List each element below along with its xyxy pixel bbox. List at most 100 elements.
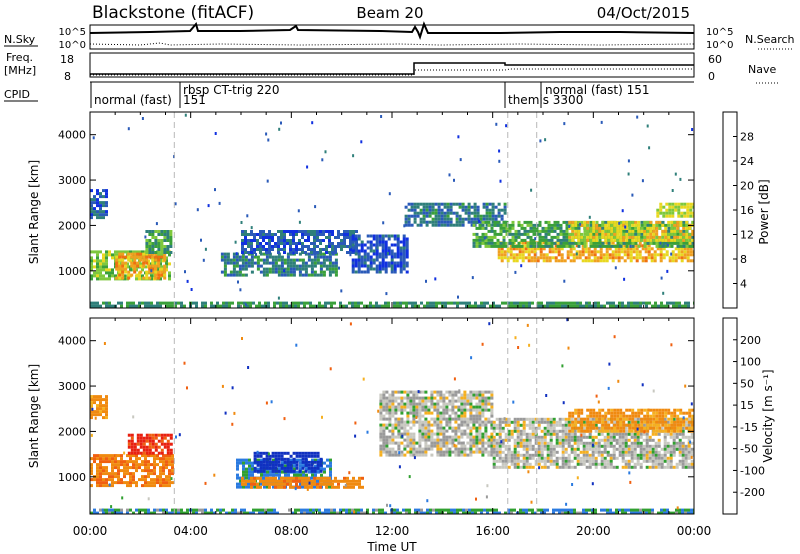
velocity-cell-1 (145, 445, 149, 449)
velocity-cell-6 (436, 402, 440, 406)
velocity-cell-4 (274, 463, 278, 467)
power-cell-10 (622, 232, 626, 236)
power-cell-6 (363, 264, 367, 268)
power-cell-4 (301, 264, 305, 268)
velocity-cell-6 (421, 405, 425, 409)
velocity-cell-7 (561, 417, 565, 421)
power-cell-4 (322, 252, 326, 256)
power-cell-10 (658, 235, 662, 239)
velocity-cell-4 (310, 463, 314, 467)
power-cell-5 (271, 236, 274, 239)
power-cell-10 (667, 220, 671, 224)
velocity-cell-5 (358, 482, 361, 486)
velocity-cell-7 (516, 465, 520, 469)
velocity-cell-6 (463, 405, 467, 409)
power-cell-5 (268, 242, 271, 245)
power-cell-10 (655, 235, 659, 239)
velocity-cell-6 (424, 396, 428, 400)
power-cell-4 (277, 264, 281, 268)
power-cell-12 (411, 304, 414, 308)
power-cell-1 (136, 273, 140, 277)
velocity-cell-1 (163, 442, 167, 446)
power-cell-4 (313, 273, 317, 277)
power-cell-1 (133, 261, 137, 265)
power-cell-9 (520, 223, 524, 227)
power-cell-4 (313, 252, 317, 256)
velocity-cell-3 (302, 464, 305, 468)
power-cell-5 (328, 239, 331, 242)
power-cell-7 (413, 205, 417, 209)
velocity-cell-6 (379, 408, 383, 412)
power-cell-12 (624, 304, 627, 308)
velocity-cell-0 (153, 466, 156, 470)
velocity-cell-5 (352, 479, 355, 483)
velocity-cell-6 (475, 432, 479, 436)
power-cell-1 (142, 276, 146, 280)
power-cell-5 (304, 233, 307, 236)
velocity-cell-4 (271, 460, 275, 464)
power-cell-2 (166, 245, 170, 248)
velocity-cell-7 (543, 456, 547, 460)
power-cell-7 (428, 205, 432, 209)
power-cell-9 (556, 226, 560, 230)
power-cell-9 (562, 238, 566, 242)
velocity-cell-6 (409, 420, 413, 424)
velocity-cell-6 (454, 435, 458, 439)
velocity-cell-6 (388, 402, 392, 406)
power-cell-11 (668, 208, 672, 212)
velocity-cell-3 (299, 461, 302, 465)
power-cell-1 (130, 255, 134, 259)
velocity-cell-5 (277, 482, 280, 486)
power-noise-cell (127, 127, 130, 131)
velocity-cell-3 (263, 473, 266, 477)
power-cell-9 (484, 238, 488, 242)
velocity-cell-6 (484, 390, 488, 394)
velocity-cell-7 (495, 444, 499, 448)
power-cell-2 (163, 239, 167, 242)
velocity-cell-6 (484, 429, 488, 433)
power-cell-9 (493, 235, 497, 239)
power-cell-12 (600, 304, 603, 308)
velocity-cell-5 (358, 485, 361, 489)
power-cell-10 (640, 229, 644, 233)
power-cell-9 (502, 220, 506, 224)
velocity-cell-0 (123, 475, 126, 479)
power-cell-9 (547, 241, 551, 245)
power-cell-9 (514, 229, 518, 233)
power-cell-0 (123, 274, 126, 278)
velocity-cell-6 (469, 417, 473, 421)
power-cell-6 (390, 255, 394, 259)
power-cell-7 (491, 202, 495, 206)
velocity-cell-4 (274, 460, 278, 464)
power-x-ticks (89, 112, 695, 308)
velocity-cell-3 (329, 473, 332, 477)
velocity-cell-7 (558, 420, 562, 424)
power-cell-3 (105, 195, 108, 199)
velocity-cell-6 (472, 423, 476, 427)
power-cell-9 (523, 229, 527, 233)
velocity-cell-6 (397, 408, 401, 412)
power-cell-9 (529, 229, 533, 233)
power-cell-5 (265, 236, 268, 239)
power-cell-3 (99, 210, 102, 214)
velocity-cell-6 (457, 414, 461, 418)
velocity-cell-6 (469, 450, 473, 454)
velocity-cell-0 (123, 463, 126, 467)
power-cell-8 (623, 247, 627, 251)
power-cell-12 (399, 301, 402, 305)
power-cell-7 (440, 202, 444, 206)
power-cell-9 (583, 229, 587, 233)
power-cell-7 (497, 211, 501, 215)
power-cell-6 (369, 255, 373, 259)
power-cell-9 (559, 229, 563, 233)
power-cell-5 (277, 251, 280, 254)
velocity-cell-0 (156, 478, 159, 482)
velocity-cell-2 (96, 398, 99, 402)
power-cell-7 (449, 205, 453, 209)
velocity-cell-3 (266, 485, 269, 489)
power-cell-0 (159, 265, 162, 269)
power-cell-4 (232, 270, 236, 274)
velocity-cell-6 (451, 435, 455, 439)
power-cell-12 (501, 301, 504, 305)
power-colorbar-tick-label: 12 (740, 229, 754, 242)
